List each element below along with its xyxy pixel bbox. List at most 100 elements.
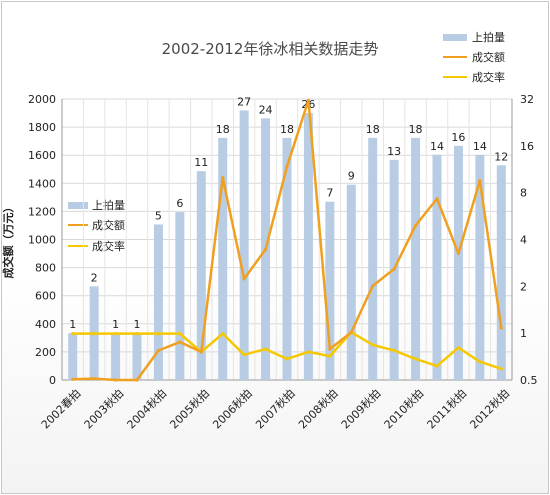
y-tick-right-5: 16 [520,140,534,153]
bar-label-7: 18 [216,123,230,136]
bar-label-8: 27 [237,95,251,108]
y-tick-left-0: 0 [49,374,56,387]
rate-point-14 [371,343,375,347]
y-tick-left-9: 1800 [28,121,56,134]
bar-0 [68,333,78,380]
y-tick-left-10: 2000 [28,93,56,106]
legend-top: 上拍量 成交额 成交率 [443,30,505,84]
bar-20 [496,165,506,380]
rate-point-4 [156,332,161,336]
amount-point-5 [178,340,182,344]
legend-top-label-rate: 成交率 [472,70,505,84]
bar-11 [303,113,313,380]
y-tick-left-6: 1200 [28,205,56,218]
bar-label-19: 14 [473,140,487,153]
bar-label-18: 16 [451,131,465,144]
bar-label-6: 11 [194,156,208,169]
bar-13 [346,184,356,380]
legend-top-label-bars: 上拍量 [472,30,505,44]
x-tick-5: 2007秋拍 [252,386,297,431]
x-tick-3: 2005秋拍 [167,386,212,431]
rate-point-12 [328,354,332,358]
bar-label-14: 18 [366,123,380,136]
legend-inner-label-rate: 成交率 [92,239,125,253]
amount-point-12 [328,347,332,351]
rate-point-20 [499,367,503,371]
bar-14 [368,137,378,380]
bar-label-4: 5 [155,209,162,222]
amount-point-6 [199,350,203,354]
bar-19 [475,154,485,380]
y-tick-left-3: 600 [35,290,56,303]
bar-label-10: 18 [280,123,294,136]
bar-label-20: 12 [494,150,508,163]
amount-point-17 [435,197,439,201]
x-tick-9: 2011秋拍 [424,386,469,431]
amount-point-11 [306,98,311,103]
bar-4 [153,224,163,380]
rate-point-1 [92,332,96,336]
legend-inner-label-amount: 成交额 [92,218,125,232]
rate-point-11 [306,350,311,354]
amount-point-10 [285,164,289,169]
amount-point-15 [392,267,396,271]
amount-point-7 [221,176,225,180]
amount-point-16 [413,223,418,228]
bar-label-1: 2 [91,271,98,284]
bar-3 [132,333,142,380]
rate-point-18 [456,346,461,350]
rate-point-2 [113,332,118,336]
amount-point-3 [135,378,139,382]
bar-16 [411,137,421,380]
rate-point-7 [221,332,225,336]
legend-top-label-amount: 成交额 [472,50,505,64]
legend-top-swatch-bars [443,34,467,41]
rate-point-15 [392,348,396,353]
amount-point-2 [113,378,118,382]
x-tick-10: 2012秋拍 [467,386,512,431]
rate-point-0 [71,332,75,336]
bar-12 [325,201,335,380]
y-tick-right-6: 32 [520,93,534,106]
amount-point-9 [263,247,268,251]
x-tick-8: 2010秋拍 [381,386,426,431]
x-tick-4: 2006秋拍 [210,386,255,431]
rate-point-19 [478,360,482,364]
rate-point-3 [135,332,139,336]
amount-point-18 [456,251,461,256]
bar-label-17: 14 [430,140,444,153]
bar-10 [282,137,292,380]
bar-17 [432,154,442,380]
rate-point-17 [435,364,439,368]
x-tick-6: 2008秋拍 [295,386,340,431]
bar-label-9: 24 [259,103,273,116]
bar-label-0: 1 [69,318,76,331]
amount-point-8 [242,277,246,281]
amount-point-20 [499,326,503,330]
bar-8 [239,110,249,381]
y-tick-left-7: 1400 [28,177,56,190]
bar-label-5: 6 [176,197,183,210]
y-tick-left-2: 400 [35,318,56,331]
bar-18 [453,145,463,380]
amount-point-1 [92,376,96,381]
amount-point-19 [478,178,482,183]
y-tick-left-8: 1600 [28,149,56,162]
y-tick-right-3: 4 [520,234,527,247]
bar-5 [175,212,185,380]
chart-title: 2002-2012年徐冰相关数据走势 [162,40,379,58]
x-tick-7: 2009秋拍 [338,386,383,431]
x-tick-1: 2003秋拍 [81,386,126,431]
bar-6 [196,171,206,380]
amount-point-14 [371,284,375,288]
y-tick-right-4: 8 [520,187,527,200]
y-tick-left-5: 1000 [28,234,56,247]
y-axis-label: 成交额（万元） [1,202,15,279]
rate-point-9 [263,347,268,351]
legend-inner-label-bars: 上拍量 [92,198,125,212]
bar-2 [111,333,121,380]
bar-label-15: 13 [387,145,401,158]
y-tick-left-1: 200 [35,346,56,359]
x-tick-2: 2004秋拍 [124,386,169,431]
rate-point-8 [242,353,246,357]
